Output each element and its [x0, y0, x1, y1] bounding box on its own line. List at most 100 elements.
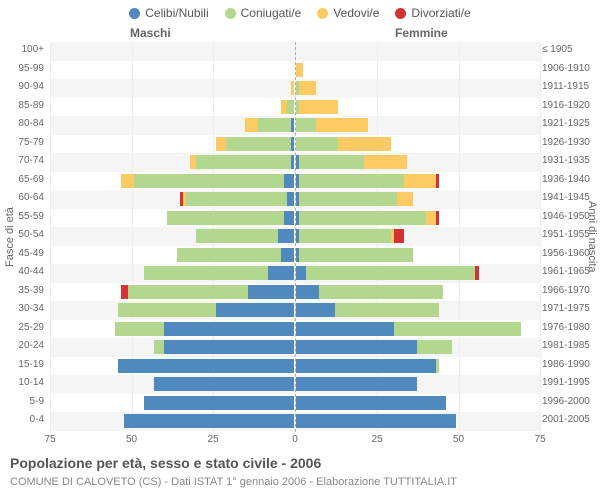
- pyramid-row: [50, 376, 540, 392]
- bar-segment: [154, 377, 294, 391]
- pyramid-row: [50, 136, 540, 152]
- male-bar: [121, 285, 294, 299]
- y-tick-right: ≤ 1905: [542, 42, 598, 58]
- bar-segment: [291, 81, 294, 95]
- bar-segment: [319, 285, 443, 299]
- x-tick: 75: [534, 434, 545, 445]
- y-tick-right: 1921-1925: [542, 116, 598, 132]
- female-bar: [296, 266, 479, 280]
- y-tick-left: 10-14: [0, 375, 44, 391]
- y-tick-right: 1936-1940: [542, 172, 598, 188]
- bar-segment: [306, 266, 476, 280]
- male-bar: [154, 377, 294, 391]
- bar-segment: [245, 118, 258, 132]
- bar-segment: [299, 81, 315, 95]
- female-bar: [296, 211, 439, 225]
- bar-segment: [436, 174, 439, 188]
- y-tick-right: 1946-1950: [542, 209, 598, 225]
- y-tick-right: 1966-1970: [542, 283, 598, 299]
- male-bar: [190, 155, 294, 169]
- y-tick-right: 1926-1930: [542, 135, 598, 151]
- bar-segment: [296, 396, 446, 410]
- male-bar: [196, 229, 294, 243]
- bar-segment: [121, 174, 134, 188]
- legend: Celibi/NubiliConiugati/eVedovi/eDivorzia…: [0, 0, 600, 20]
- y-tick-left: 65-69: [0, 172, 44, 188]
- y-tick-right: 1971-1975: [542, 301, 598, 317]
- bar-segment: [164, 340, 294, 354]
- bar-segment: [299, 155, 364, 169]
- male-bar: [216, 137, 294, 151]
- bar-segment: [296, 322, 394, 336]
- chart-title: Popolazione per età, sesso e stato civil…: [10, 455, 321, 471]
- male-bar: [118, 359, 294, 373]
- bar-segment: [281, 248, 294, 262]
- y-tick-left: 60-64: [0, 190, 44, 206]
- legend-item: Divorziati/e: [395, 6, 470, 20]
- female-bar: [296, 174, 439, 188]
- y-tick-left: 55-59: [0, 209, 44, 225]
- bar-segment: [167, 211, 284, 225]
- y-tick-right: 1986-1990: [542, 357, 598, 373]
- female-bar: [296, 192, 413, 206]
- bar-segment: [296, 137, 338, 151]
- bar-segment: [164, 322, 294, 336]
- bar-segment: [299, 174, 403, 188]
- bar-segment: [216, 303, 294, 317]
- bar-segment: [118, 359, 294, 373]
- y-tick-right: 1911-1915: [542, 79, 598, 95]
- female-bar: [296, 118, 368, 132]
- male-bar: [177, 248, 294, 262]
- bar-segment: [299, 248, 413, 262]
- female-bar: [296, 322, 521, 336]
- y-tick-left: 50-54: [0, 227, 44, 243]
- bar-segment: [299, 229, 390, 243]
- female-bar: [296, 63, 303, 77]
- bar-segment: [394, 322, 521, 336]
- bar-segment: [397, 192, 413, 206]
- female-bar: [296, 137, 391, 151]
- pyramid-row: [50, 191, 540, 207]
- y-tick-right: 1951-1955: [542, 227, 598, 243]
- y-tick-right: 1991-1995: [542, 375, 598, 391]
- bar-segment: [115, 322, 164, 336]
- pyramid-row: [50, 210, 540, 226]
- male-bar: [180, 192, 294, 206]
- pyramid-row: [50, 117, 540, 133]
- female-bar: [296, 359, 439, 373]
- male-bar: [154, 340, 294, 354]
- y-tick-left: 45-49: [0, 246, 44, 262]
- pyramid-row: [50, 247, 540, 263]
- bar-segment: [296, 414, 456, 428]
- bar-segment: [296, 63, 303, 77]
- bar-segment: [291, 137, 294, 151]
- pyramid-row: [50, 413, 540, 429]
- bar-segment: [299, 192, 397, 206]
- female-bar: [296, 155, 407, 169]
- y-tick-left: 35-39: [0, 283, 44, 299]
- bar-segment: [284, 174, 294, 188]
- y-axis-right: ≤ 19051906-19101911-19151916-19201921-19…: [542, 42, 598, 432]
- bar-segment: [154, 340, 164, 354]
- female-bar: [296, 229, 404, 243]
- x-tick: 25: [207, 434, 218, 445]
- female-bar: [296, 100, 338, 114]
- female-bar: [296, 81, 316, 95]
- male-bar: [245, 118, 294, 132]
- bar-segment: [287, 192, 294, 206]
- bar-segment: [118, 303, 216, 317]
- bar-segment: [258, 118, 291, 132]
- y-tick-right: 2001-2005: [542, 412, 598, 428]
- y-tick-left: 15-19: [0, 357, 44, 373]
- x-tick: 50: [126, 434, 137, 445]
- pyramid-row: [50, 284, 540, 300]
- legend-item: Celibi/Nubili: [129, 6, 208, 20]
- legend-swatch: [225, 8, 236, 19]
- y-tick-left: 30-34: [0, 301, 44, 317]
- bar-segment: [226, 137, 291, 151]
- bar-segment: [128, 285, 249, 299]
- legend-label: Celibi/Nubili: [145, 6, 208, 20]
- y-tick-left: 90-94: [0, 79, 44, 95]
- x-tick: 75: [44, 434, 55, 445]
- legend-swatch: [317, 8, 328, 19]
